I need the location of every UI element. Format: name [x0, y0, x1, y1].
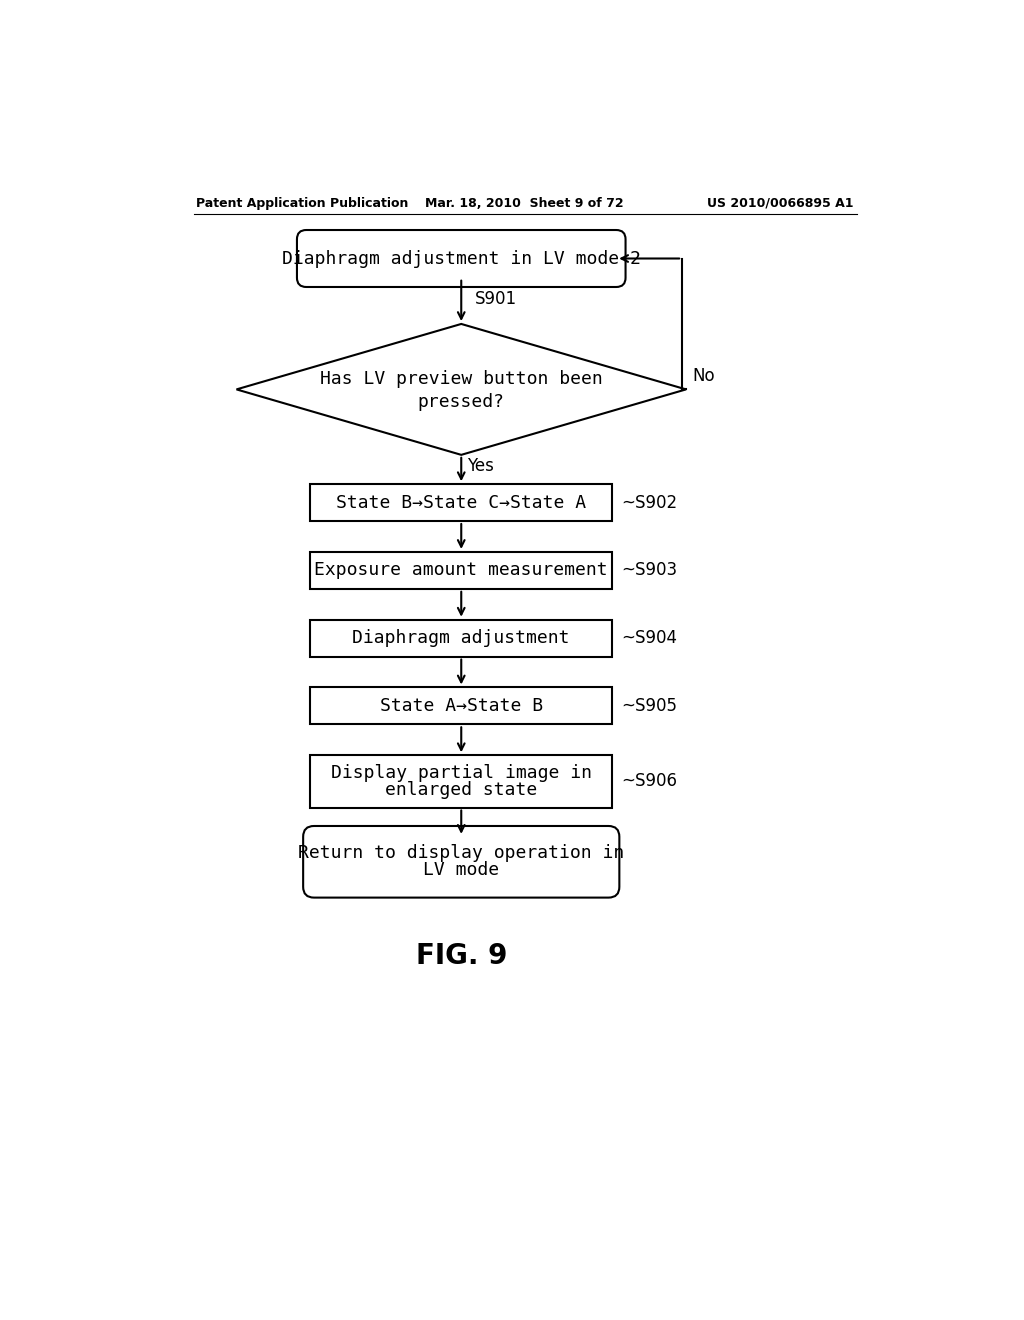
Text: ~S905: ~S905 — [622, 697, 678, 715]
FancyBboxPatch shape — [310, 688, 612, 725]
Text: Yes: Yes — [467, 457, 495, 475]
FancyBboxPatch shape — [310, 484, 612, 521]
Text: State A→State B: State A→State B — [380, 697, 543, 715]
Text: US 2010/0066895 A1: US 2010/0066895 A1 — [707, 197, 853, 210]
Polygon shape — [237, 323, 686, 455]
Text: ~S903: ~S903 — [622, 561, 678, 579]
Text: Return to display operation in: Return to display operation in — [298, 845, 625, 862]
FancyBboxPatch shape — [310, 755, 612, 808]
Text: enlarged state: enlarged state — [385, 781, 538, 799]
Text: State B→State C→State A: State B→State C→State A — [336, 494, 587, 512]
Text: Mar. 18, 2010  Sheet 9 of 72: Mar. 18, 2010 Sheet 9 of 72 — [426, 197, 624, 210]
Text: Diaphragm adjustment: Diaphragm adjustment — [352, 630, 570, 647]
Text: S901: S901 — [475, 290, 517, 309]
Text: No: No — [692, 367, 715, 384]
Text: Patent Application Publication: Patent Application Publication — [197, 197, 409, 210]
Text: Exposure amount measurement: Exposure amount measurement — [314, 561, 608, 579]
Text: FIG. 9: FIG. 9 — [416, 942, 507, 970]
Text: Display partial image in: Display partial image in — [331, 764, 592, 781]
FancyBboxPatch shape — [297, 230, 626, 286]
FancyBboxPatch shape — [303, 826, 620, 898]
FancyBboxPatch shape — [310, 619, 612, 656]
Text: Has LV preview button been: Has LV preview button been — [319, 370, 603, 388]
Text: ~S902: ~S902 — [622, 494, 678, 512]
Text: LV mode: LV mode — [423, 861, 500, 879]
Text: ~S904: ~S904 — [622, 630, 678, 647]
Text: pressed?: pressed? — [418, 393, 505, 411]
FancyBboxPatch shape — [310, 552, 612, 589]
Text: ~S906: ~S906 — [622, 772, 678, 791]
Text: Diaphragm adjustment in LV mode 2: Diaphragm adjustment in LV mode 2 — [282, 249, 641, 268]
